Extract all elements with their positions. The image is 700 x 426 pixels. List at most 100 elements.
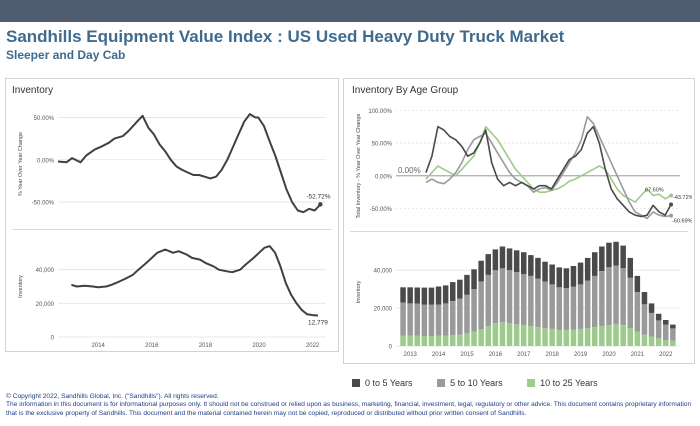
end-value-label: -52.72% — [306, 193, 330, 200]
bar-segment — [471, 331, 477, 346]
bar-segment — [428, 287, 435, 305]
y-axis-label: Total Inventory - % Year Over Year Chang… — [356, 114, 362, 219]
bar-segment — [627, 277, 633, 328]
bar-segment — [556, 329, 562, 346]
bar-segment — [670, 328, 676, 341]
bar-segment — [627, 328, 633, 346]
bar-segment — [421, 336, 428, 346]
bar-segment — [471, 289, 477, 332]
y-tick-label: 20,000 — [36, 302, 55, 308]
bar-segment — [478, 328, 484, 346]
bar-segment — [485, 274, 491, 327]
bar-segment — [535, 257, 541, 279]
y-axis-label: % Year Over Year Change — [18, 132, 24, 196]
end-value-label: -43.72% — [673, 195, 692, 201]
series-line-0 — [425, 125, 672, 218]
bar-segment — [492, 323, 499, 346]
bar-segment — [563, 329, 570, 346]
y-tick-label: -50.00% — [370, 207, 393, 213]
bar-segment — [606, 325, 612, 346]
x-tick-label: 2019 — [574, 352, 588, 358]
bar-segment — [627, 257, 633, 278]
bar-segment — [471, 269, 477, 290]
end-point-marker — [318, 202, 323, 207]
bar-segment — [634, 292, 641, 332]
bar-segment — [414, 303, 420, 336]
x-tick-label: 2020 — [252, 343, 266, 349]
bar-segment — [521, 325, 527, 346]
bar-segment — [528, 275, 534, 327]
x-tick-label: 2022 — [306, 343, 320, 349]
page-subtitle: Sleeper and Day Cab — [6, 48, 126, 62]
x-tick-label: 2018 — [199, 343, 213, 349]
x-tick-label: 2018 — [546, 352, 560, 358]
end-value-label: -60.69% — [672, 218, 692, 224]
end-point-marker — [669, 193, 674, 198]
bar-segment — [620, 325, 626, 346]
series-line-2 — [425, 125, 672, 203]
bar-segment — [634, 275, 641, 292]
bar-segment — [584, 257, 591, 281]
bar-segment — [577, 328, 584, 346]
bar-segment — [549, 264, 555, 285]
bar-segment — [435, 286, 442, 305]
bar-segment — [506, 248, 513, 271]
bar-segment — [421, 304, 428, 336]
age-group-inventory-chart: 0 20,000 40,000 Inventory 2013 2014 2015 2016 20… — [356, 241, 680, 358]
x-tick-label: 2014 — [92, 343, 106, 349]
bar-segment — [457, 334, 463, 346]
legend-item-0-5: 0 to 5 Years — [352, 378, 413, 388]
bar-segment — [464, 294, 470, 334]
bar-segment — [400, 335, 406, 346]
legend-label: 0 to 5 Years — [365, 378, 413, 388]
bar-segment — [435, 304, 442, 336]
bar-segment — [655, 313, 662, 321]
bar-segment — [670, 340, 676, 346]
bar-segment — [563, 288, 570, 330]
x-tick-label: 2016 — [489, 352, 503, 358]
bar-segment — [570, 286, 577, 330]
bar-segment — [407, 287, 413, 304]
bar-segment — [435, 335, 442, 346]
y-tick-label: 50.00% — [372, 142, 393, 148]
bar-segment — [492, 249, 499, 271]
x-tick-label: 2015 — [460, 352, 474, 358]
x-tick-label: 2020 — [602, 352, 616, 358]
bar-segment — [450, 282, 456, 301]
bar-segment — [464, 333, 470, 346]
bar-segment — [599, 271, 605, 327]
copyright-line: © Copyright 2022, Sandhills Global, Inc.… — [6, 393, 219, 400]
bar-segment — [457, 298, 463, 335]
x-tick-label: 2021 — [631, 352, 645, 358]
legend-item-5-10: 5 to 10 Years — [437, 378, 503, 388]
bar-segment — [513, 272, 520, 325]
bar-segment — [648, 303, 655, 313]
bar-segment — [428, 304, 435, 336]
page-title: Sandhills Equipment Value Index : US Use… — [6, 27, 565, 46]
end-point-marker — [669, 213, 674, 218]
bar-segment — [535, 278, 541, 327]
age-group-yoy-chart: 100.00% 50.00% 0.00% -50.00% Total Inventory… — [356, 109, 692, 225]
bar-segment — [521, 252, 527, 274]
bar-segment — [442, 285, 449, 304]
bar-segment — [577, 262, 584, 285]
x-tick-label: 2016 — [145, 343, 159, 349]
bar-segment — [549, 328, 555, 346]
bar-segment — [421, 287, 428, 305]
bar-segment — [563, 268, 570, 289]
bar-segment — [606, 242, 612, 268]
inventory-line — [71, 245, 319, 317]
bar-segment — [485, 326, 491, 346]
end-value-label: 67.60% — [645, 188, 664, 194]
bar-segment — [485, 254, 491, 275]
bar-segment — [464, 274, 470, 295]
bar-segment — [499, 322, 506, 346]
bar-segment — [613, 241, 619, 266]
y-tick-label: 0.00% — [37, 158, 55, 164]
bar-segment — [414, 287, 420, 304]
y-tick-label: 50.00% — [34, 116, 55, 122]
y-tick-label: 100.00% — [368, 109, 392, 115]
bar-segment — [641, 292, 648, 305]
bar-segment — [556, 287, 562, 330]
bar-segment — [648, 336, 655, 346]
